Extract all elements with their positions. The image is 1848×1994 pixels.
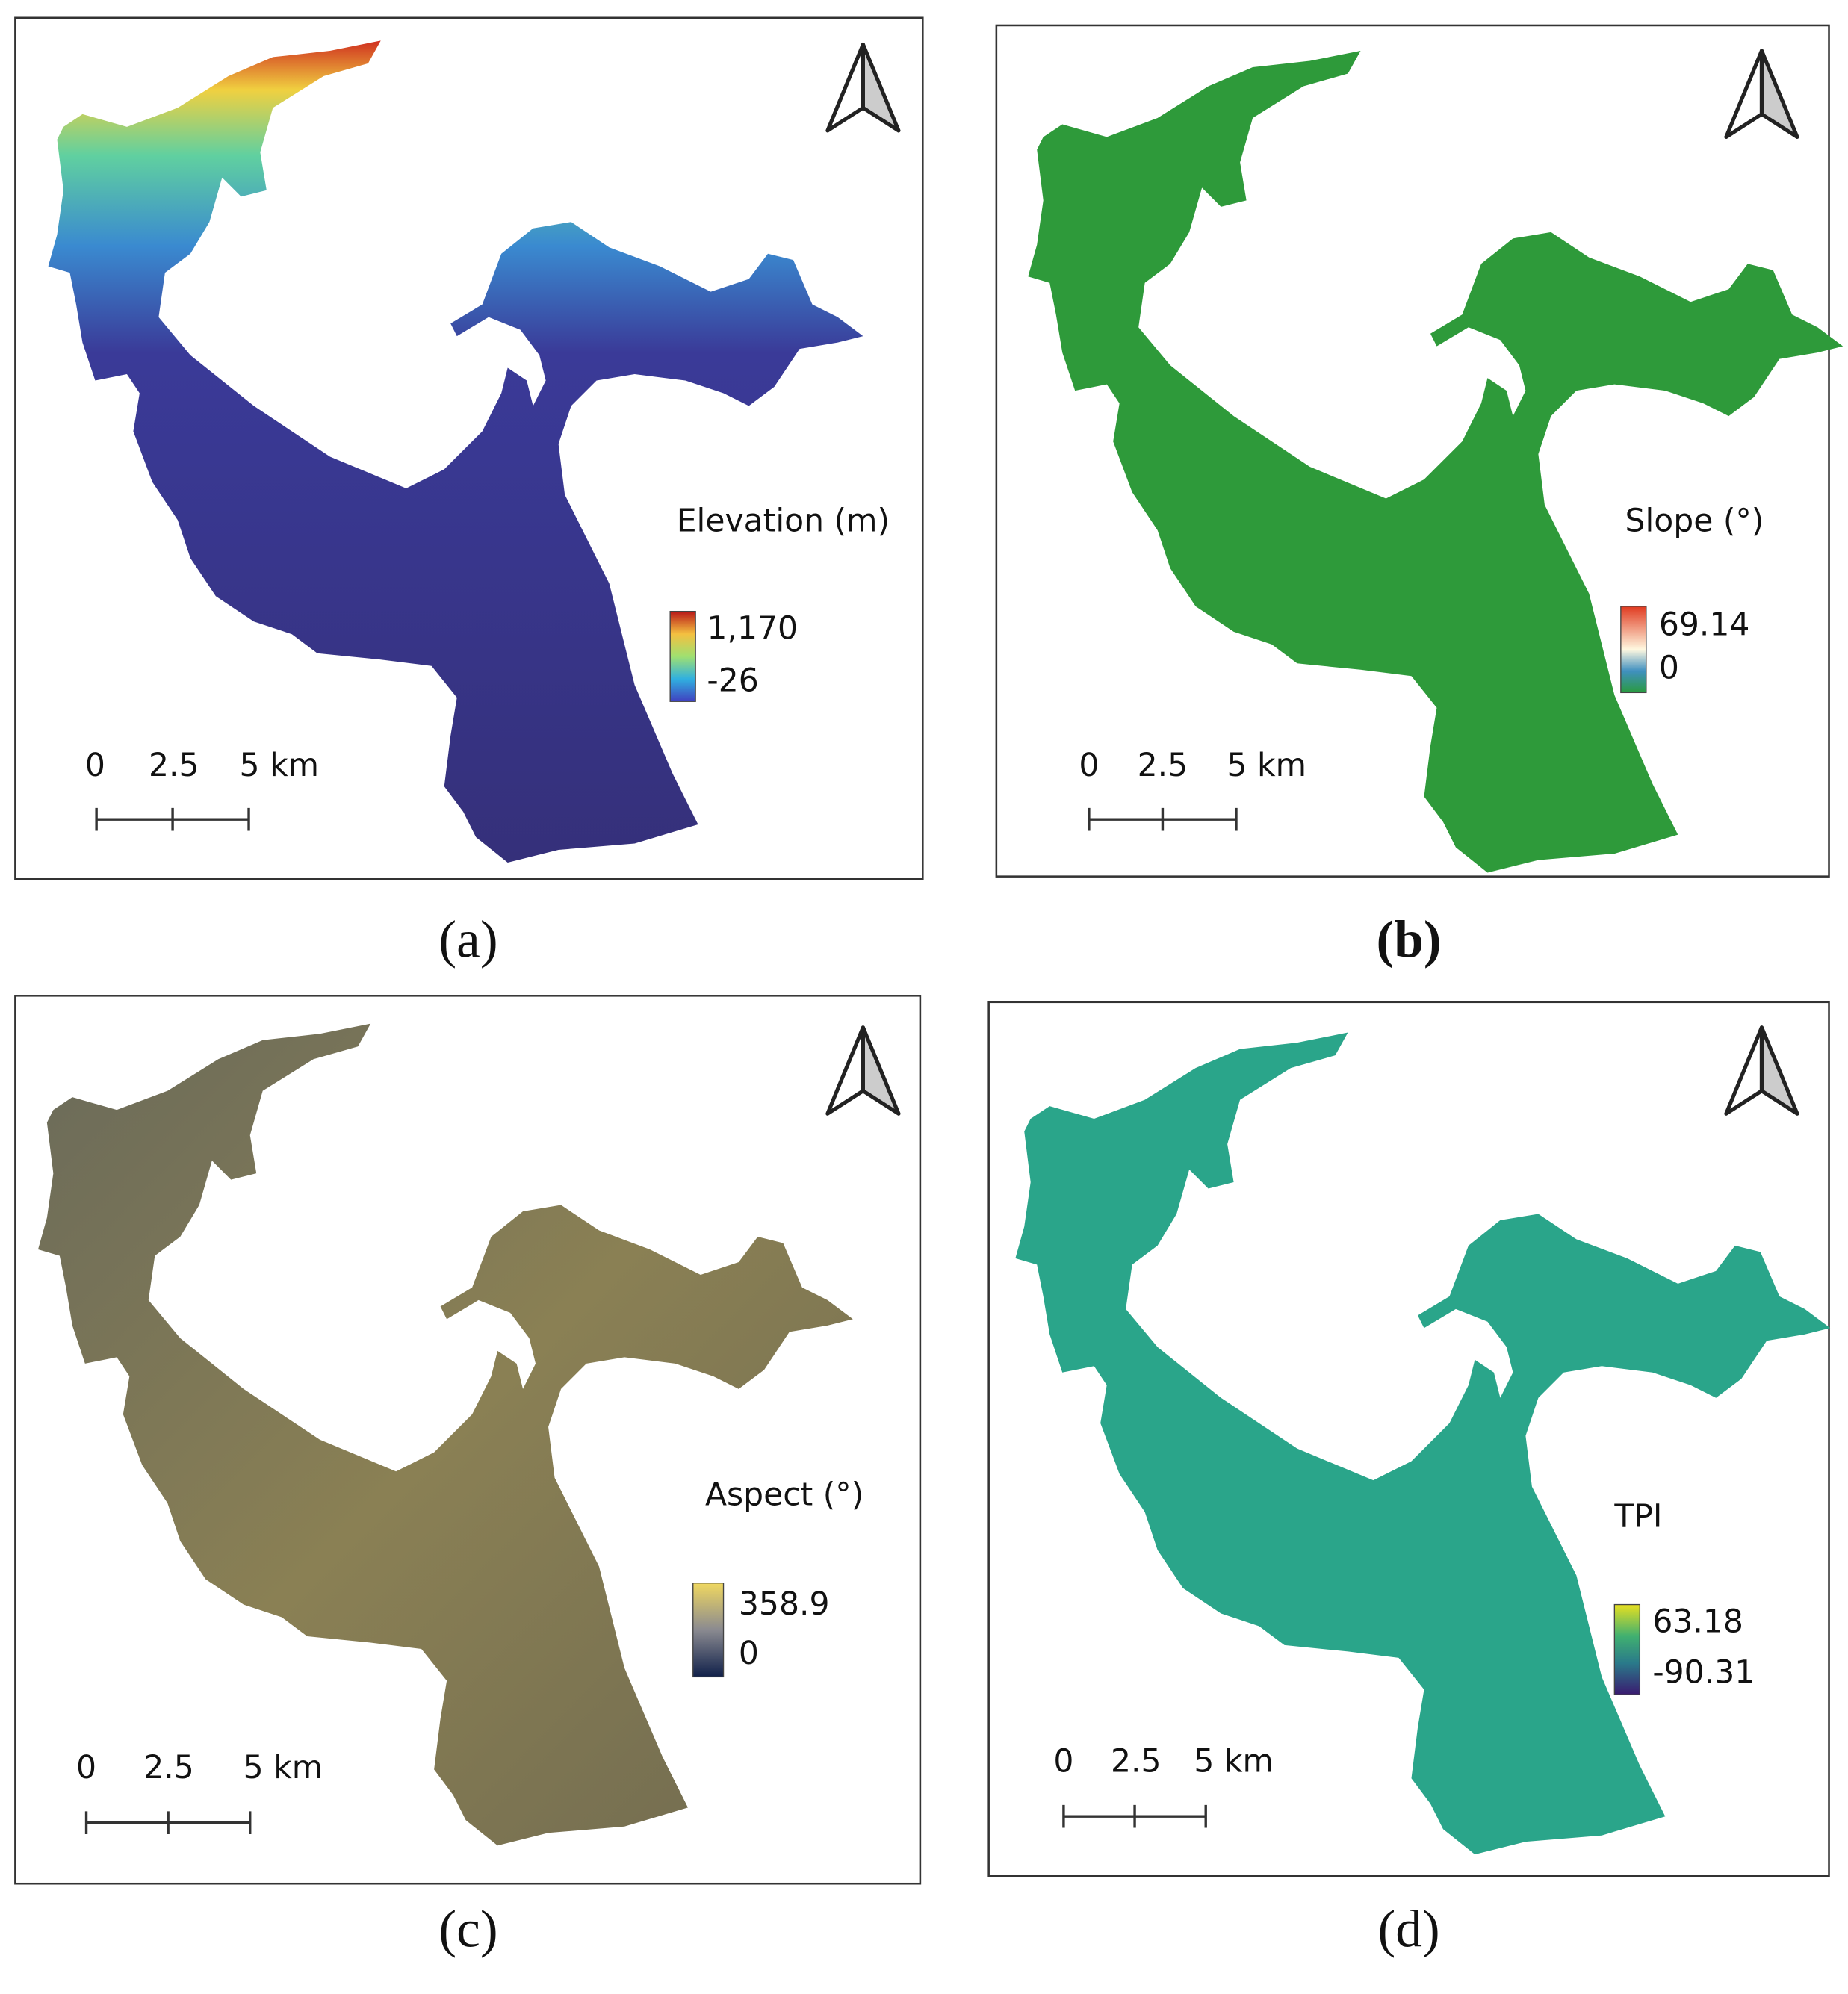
scale-bar	[84, 1811, 252, 1834]
scale-bar	[95, 807, 250, 831]
legend-min-label: 0	[1659, 650, 1679, 686]
scale-label: 5 km	[1194, 1743, 1274, 1780]
legend-max-label: 63.18	[1652, 1604, 1743, 1641]
scale-label: 2.5	[143, 1750, 194, 1786]
north-arrow-right	[861, 42, 901, 133]
scale-label: 2.5	[1111, 1743, 1162, 1780]
map-panel: TPI 63.18 -90.31 0 2.5 5 km (d)	[987, 1001, 1831, 1959]
scale-bar	[1088, 807, 1238, 831]
map-panel: Slope (°) 69.14 0 0 2.5 5 km (b)	[995, 24, 1844, 969]
legend-color-bar	[1620, 606, 1647, 694]
scale-label: 2.5	[149, 748, 199, 784]
scale-label: 0	[76, 1750, 96, 1786]
legend-title: Aspect (°)	[705, 1477, 863, 1514]
panel-caption: (a)	[438, 910, 497, 969]
legend-min-label: 0	[739, 1636, 759, 1672]
scale-label: 0	[1079, 748, 1099, 784]
scale-label: 5 km	[240, 748, 320, 784]
legend-color-bar	[692, 1583, 725, 1678]
panel-caption: (d)	[1377, 1900, 1439, 1959]
scale-label: 0	[85, 748, 105, 784]
legend-title: Elevation (m)	[677, 503, 890, 539]
legend-color-bar	[669, 610, 696, 702]
legend-title: TPI	[1613, 1499, 1662, 1535]
legend-max-label: 69.14	[1659, 607, 1750, 644]
legend-max-label: 1,170	[707, 611, 798, 647]
panel-caption: (c)	[438, 1900, 497, 1959]
north-arrow-right	[1759, 49, 1799, 139]
scale-label: 2.5	[1138, 748, 1188, 784]
scale-bar	[1062, 1804, 1207, 1828]
north-arrow-right	[861, 1025, 901, 1116]
legend-color-bar	[1613, 1603, 1641, 1695]
north-arrow-right	[1759, 1025, 1799, 1116]
legend-max-label: 358.9	[739, 1586, 830, 1623]
scale-label: 5 km	[244, 1750, 323, 1786]
legend-min-label: -26	[707, 662, 758, 699]
scale-label: 5 km	[1227, 748, 1307, 784]
legend-min-label: -90.31	[1652, 1654, 1755, 1691]
map-panel: Elevation (m) 1,170 -26 0 2.5 5 km (a)	[14, 16, 924, 969]
legend-title: Slope (°)	[1625, 503, 1764, 539]
scale-label: 0	[1053, 1743, 1073, 1780]
map-panel: Aspect (°) 358.9 0 0 2.5 5 km (c)	[14, 995, 922, 1959]
panel-caption: (b)	[1376, 910, 1441, 969]
